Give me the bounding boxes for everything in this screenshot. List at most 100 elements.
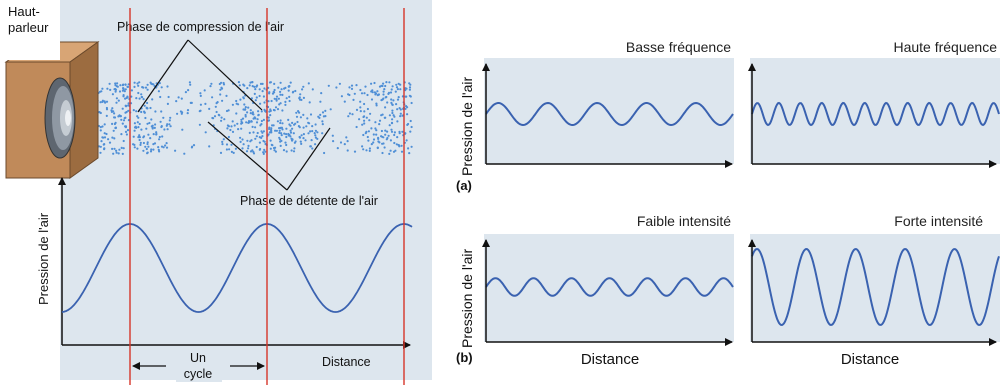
air-molecule-dot <box>124 88 127 91</box>
air-molecule-dot <box>384 129 387 132</box>
air-molecule-dot <box>359 88 362 92</box>
air-molecule-dot <box>111 122 114 125</box>
air-molecule-dot <box>233 124 236 127</box>
air-molecule-dot <box>298 97 301 100</box>
cycle-indicator: Un cycle <box>132 350 265 382</box>
air-molecule-dot <box>107 138 110 141</box>
air-molecule-dot <box>135 110 138 113</box>
air-molecule-dot <box>174 149 177 152</box>
air-molecule-dot <box>285 97 288 100</box>
air-molecule-dot <box>258 88 261 91</box>
left-x-axis-label: Distance <box>322 355 371 369</box>
air-molecule-dot <box>211 96 214 99</box>
air-molecule-dot <box>274 129 277 132</box>
air-molecule-dot <box>117 99 120 102</box>
air-molecule-dot <box>251 111 254 114</box>
air-molecule-dot <box>396 98 400 101</box>
air-molecule-dot <box>159 120 162 123</box>
cycle-label-line1: Un <box>190 351 206 365</box>
air-molecule-dot <box>278 131 281 134</box>
air-molecule-dot <box>365 130 368 133</box>
air-molecule-dot <box>166 85 169 88</box>
air-molecule-dot <box>380 135 383 138</box>
air-molecule-dot <box>363 119 366 122</box>
air-molecule-dot <box>103 143 106 146</box>
air-molecule-dot <box>160 110 163 113</box>
air-molecule-dot <box>152 83 155 86</box>
air-molecule-dot <box>163 128 166 131</box>
air-molecule-dot <box>396 108 399 111</box>
air-molecule-dot <box>263 101 266 104</box>
air-molecule-dot <box>366 135 369 139</box>
air-molecule-dot <box>358 118 361 121</box>
air-molecule-dot <box>241 147 244 150</box>
air-molecule-dot <box>314 136 317 139</box>
air-molecule-dot <box>124 125 128 128</box>
air-molecule-dot <box>230 150 233 153</box>
plot-wave <box>751 101 1000 127</box>
air-molecule-dot <box>133 129 136 132</box>
air-molecule-dot <box>314 129 317 132</box>
air-molecule-dot <box>285 127 288 130</box>
air-molecule-dot <box>237 103 240 106</box>
plot-wave <box>485 277 734 297</box>
air-molecule-dot <box>136 82 139 85</box>
air-molecule-dot <box>409 95 412 98</box>
air-molecule-dot <box>395 143 398 146</box>
air-molecule-dot <box>262 152 265 155</box>
air-molecule-dot <box>307 132 310 135</box>
air-molecule-dot <box>361 123 364 126</box>
air-molecule-dot <box>220 119 223 122</box>
air-molecule-dot <box>384 106 387 109</box>
air-molecule-dot <box>280 126 283 129</box>
air-molecule-dot <box>388 114 391 117</box>
air-molecule-dot <box>108 82 111 85</box>
air-molecule-dot <box>386 101 389 104</box>
plot-background <box>750 58 1000 164</box>
air-molecule-dot <box>221 140 224 143</box>
air-molecule-dot <box>398 107 401 110</box>
air-molecule-dot <box>210 82 213 85</box>
air-molecule-dot <box>281 122 284 125</box>
air-molecule-dot <box>405 139 408 142</box>
air-molecule-dot <box>122 119 126 122</box>
air-molecule-dot <box>401 130 404 133</box>
air-molecule-dot <box>160 125 163 128</box>
air-molecule-dot <box>143 104 146 107</box>
air-molecule-dot <box>398 145 401 148</box>
air-molecule-dot <box>120 133 123 136</box>
air-molecule-dot <box>108 141 112 144</box>
air-molecule-dot <box>137 116 140 119</box>
air-molecule-dot <box>291 127 294 130</box>
air-molecule-dot <box>102 136 105 139</box>
air-molecule-dot <box>280 139 283 142</box>
air-molecule-dot <box>263 87 266 90</box>
air-molecule-dot <box>268 92 271 95</box>
air-molecule-dot <box>331 134 334 137</box>
air-molecule-dot <box>346 140 349 143</box>
air-molecule-dot <box>378 123 381 126</box>
air-molecule-dot <box>256 118 259 121</box>
air-molecule-dot <box>278 127 281 130</box>
air-molecule-dot <box>150 118 153 121</box>
air-molecule-dot <box>252 152 256 155</box>
air-molecule-dot <box>393 131 396 134</box>
air-molecule-dot <box>157 90 160 93</box>
air-molecule-dot <box>295 115 299 118</box>
air-molecule-dot <box>138 97 141 100</box>
air-molecule-dot <box>288 95 291 98</box>
air-molecule-dot <box>127 83 130 86</box>
air-molecule-dot <box>359 100 362 103</box>
air-molecule-dot <box>376 146 379 149</box>
air-molecule-dot <box>394 90 397 93</box>
air-molecule-dot <box>279 90 282 93</box>
air-molecule-dot <box>209 85 212 88</box>
air-molecule-dot <box>375 133 378 136</box>
air-molecule-dot <box>348 112 351 115</box>
air-molecule-dot <box>208 107 211 110</box>
air-molecule-dot <box>300 142 303 145</box>
air-molecule-dot <box>388 152 391 155</box>
air-molecule-dot <box>284 100 287 103</box>
plot-wave <box>751 247 1000 327</box>
air-molecule-dot <box>262 95 265 98</box>
